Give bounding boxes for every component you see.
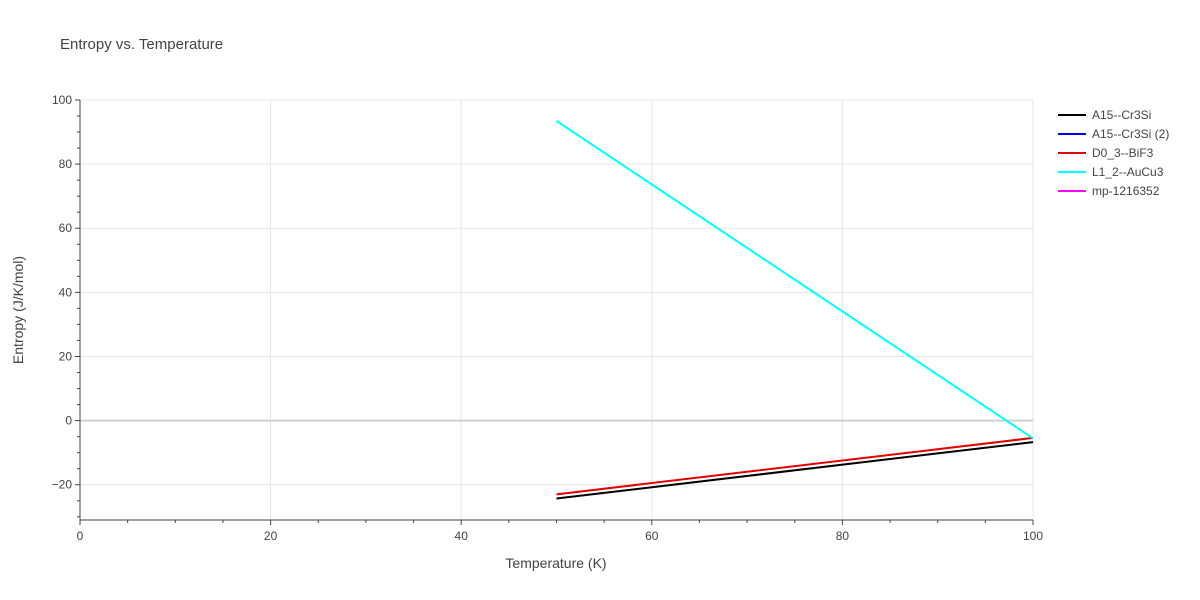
legend-item[interactable]: mp-1216352	[1058, 184, 1160, 198]
x-axis-title: Temperature (K)	[505, 555, 606, 571]
x-tick-label: 20	[264, 529, 278, 543]
series-line	[556, 436, 1034, 496]
legend-label: A15--Cr3Si	[1092, 108, 1151, 122]
y-tick-label: 60	[59, 221, 73, 235]
chart-title: Entropy vs. Temperature	[60, 36, 224, 53]
legend-item[interactable]: A15--Cr3Si	[1058, 108, 1151, 122]
x-tick-label: 80	[836, 529, 850, 543]
series-line	[555, 120, 1034, 440]
legend-label: A15--Cr3Si (2)	[1092, 127, 1169, 141]
y-tick-label: 20	[59, 349, 73, 363]
x-tick-label: 40	[455, 529, 469, 543]
legend-item[interactable]: D0_3--BiF3	[1058, 146, 1154, 160]
y-tick-label: 0	[65, 414, 72, 428]
x-tick-label: 0	[77, 529, 84, 543]
x-tick-label: 100	[1023, 529, 1043, 543]
y-tick-label: 100	[52, 93, 72, 107]
series-line	[556, 441, 1034, 500]
grid-layer	[80, 99, 1034, 520]
x-tick-label: 60	[645, 529, 659, 543]
y-tick-label: −20	[52, 478, 73, 492]
legend-item[interactable]: A15--Cr3Si (2)	[1058, 127, 1169, 141]
axis-layer: 0 20 40 60 80 100 −20 0 20 40 60 80 100	[52, 93, 1044, 543]
series-layer	[555, 120, 1034, 500]
legend[interactable]: A15--Cr3Si A15--Cr3Si (2) D0_3--BiF3 L1_2--…	[1058, 108, 1169, 198]
y-axis-title: Entropy (J/K/mol)	[10, 256, 26, 364]
legend-item[interactable]: L1_2--AuCu3	[1058, 165, 1164, 179]
legend-label: mp-1216352	[1092, 184, 1160, 198]
legend-label: D0_3--BiF3	[1092, 146, 1154, 160]
y-tick-label: 80	[59, 157, 73, 171]
legend-label: L1_2--AuCu3	[1092, 165, 1164, 179]
y-tick-label: 40	[59, 285, 73, 299]
